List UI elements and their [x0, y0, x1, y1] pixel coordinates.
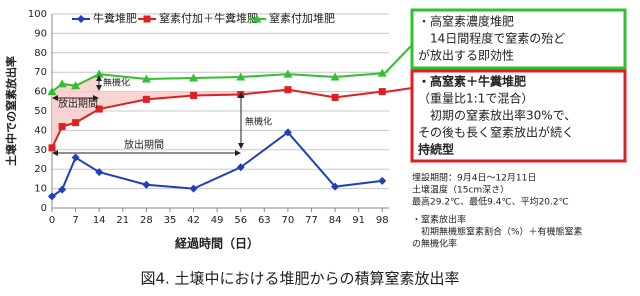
x-tick-label: 7	[72, 215, 78, 226]
green-box-text: が放出する即効性	[418, 48, 514, 63]
x-tick-label: 70	[282, 215, 295, 226]
x-tick-label: 21	[116, 215, 129, 226]
y-tick-label: 30	[34, 145, 47, 156]
marker	[377, 68, 387, 77]
y-tick-label: 40	[34, 125, 47, 136]
x-tick-label: 28	[140, 215, 153, 226]
marker	[58, 123, 66, 131]
x-tick-label: 56	[234, 215, 247, 226]
x-tick-label: 63	[258, 215, 271, 226]
marker	[48, 192, 56, 201]
marker	[47, 87, 57, 96]
y-tick-label: 90	[34, 28, 47, 39]
note-text: 土壌温度（15cm深さ）	[412, 184, 509, 196]
annotation: 放出期間	[124, 138, 164, 151]
x-tick-label: 49	[211, 215, 224, 226]
note-text: 最高29.2℃、最低9.4℃、平均20.2℃	[412, 196, 569, 208]
marker	[331, 182, 340, 191]
x-tick-label: 14	[93, 215, 106, 226]
connector	[384, 87, 413, 93]
red-box-text: （重量比1:1で混合）	[418, 91, 533, 106]
annotation: 無機化	[103, 77, 130, 89]
green-box-text: ・高窒素濃度堆肥	[418, 14, 514, 29]
note-text: 埋設期間：9月4日～12月11日	[412, 172, 536, 184]
note-text: 初期無機態窒素割合（%）＋有機態窒素	[412, 226, 583, 238]
annotation: 無機化	[245, 116, 272, 128]
legend-label: 牛糞堆肥	[93, 11, 137, 25]
marker	[378, 88, 386, 96]
note-text: ・窒素放出率	[412, 214, 466, 226]
marker	[283, 69, 293, 78]
marker	[72, 119, 80, 127]
marker	[331, 93, 339, 101]
legend-marker	[77, 15, 85, 23]
marker	[71, 81, 81, 90]
green-box-text: 14日間程度で窒素の殆ど	[418, 31, 565, 46]
marker	[190, 91, 198, 99]
x-tick-label: 0	[49, 215, 55, 226]
marker	[283, 128, 292, 137]
annotation: 放出期間	[58, 97, 98, 110]
y-tick-label: 100	[28, 9, 47, 20]
green-box	[410, 8, 627, 70]
series-line	[51, 72, 383, 93]
y-tick-label: 50	[34, 106, 47, 117]
x-axis-label: 経過時間（日）	[175, 236, 259, 251]
marker	[142, 95, 150, 103]
connector	[384, 44, 413, 74]
marker	[236, 72, 246, 81]
marker	[189, 184, 198, 193]
red-box-text: 初期の窒素放出率30%で、	[418, 108, 576, 123]
y-tick-label: 60	[34, 87, 47, 98]
series-line	[51, 130, 383, 198]
note-text: の無機化率	[412, 238, 457, 250]
marker	[48, 144, 56, 152]
y-tick-label: 70	[34, 67, 47, 78]
marker	[330, 72, 340, 81]
marker	[378, 176, 387, 185]
marker	[142, 180, 151, 189]
y-tick-label: 20	[34, 164, 47, 175]
series-line	[51, 88, 383, 149]
marker	[141, 74, 151, 83]
y-axis-label: 土壌中での窒素放出率	[4, 56, 18, 166]
marker	[95, 105, 103, 113]
legend-label: 窒素付加＋牛糞堆肥	[159, 11, 258, 25]
red-box-text: その後も長く窒素放出が続く	[418, 125, 574, 140]
marker	[95, 168, 104, 177]
plot-area: 0 10 20 30 40 50 60 70 80 90 100 0 7 14 21 28 35 42 49 56 63…	[28, 9, 389, 226]
x-tick-label: 35	[164, 215, 177, 226]
legend-label: 窒素付加堆肥	[269, 11, 335, 25]
marker	[57, 79, 67, 88]
marker	[236, 163, 245, 172]
caption: 図4. 土壌中における堆肥からの積算窒素放出率	[140, 270, 459, 288]
marker	[189, 73, 199, 82]
legend-marker	[252, 14, 262, 23]
legend-marker	[143, 15, 151, 23]
marker	[58, 185, 67, 194]
x-tick-label: 84	[329, 215, 342, 226]
x-tick-label: 42	[187, 215, 200, 226]
x-tick-label: 98	[376, 215, 389, 226]
x-tick-label: 77	[305, 215, 318, 226]
red-box-text: ・高窒素＋牛糞堆肥	[418, 74, 526, 89]
y-tick-label: 10	[34, 184, 47, 195]
marker	[284, 86, 292, 94]
red-box	[410, 69, 627, 163]
y-tick-label: 0	[41, 203, 47, 214]
red-box-text: 持続型	[418, 142, 454, 157]
y-tick-label: 80	[34, 48, 47, 59]
x-tick-label: 91	[352, 215, 365, 226]
